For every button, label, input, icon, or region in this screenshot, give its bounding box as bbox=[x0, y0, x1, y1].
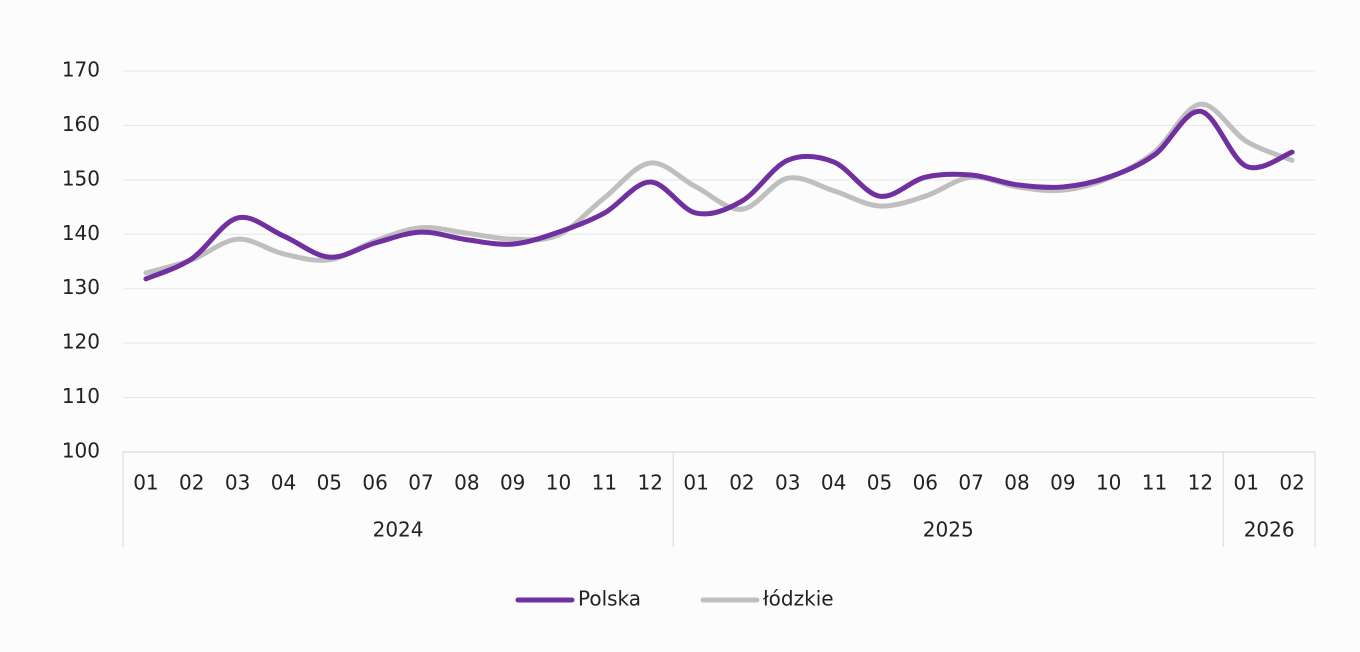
x-tick-label: 10 bbox=[546, 471, 571, 495]
x-tick-label: 07 bbox=[958, 471, 983, 495]
legend-label: Polska bbox=[578, 587, 641, 611]
x-tick-label: 08 bbox=[1004, 471, 1029, 495]
y-tick-label: 130 bbox=[62, 275, 100, 299]
series-line bbox=[143, 101, 1295, 276]
x-tick-label: 01 bbox=[133, 471, 158, 495]
x-tick-label: 03 bbox=[775, 471, 800, 495]
x-tick-label: 11 bbox=[592, 471, 617, 495]
y-tick-label: 150 bbox=[62, 166, 100, 190]
x-tick-label: 12 bbox=[1188, 471, 1213, 495]
x-tick-label: 04 bbox=[271, 471, 296, 495]
x-tick-label: 08 bbox=[454, 471, 479, 495]
x-group-label: 2026 bbox=[1244, 518, 1295, 542]
x-group-label: 2024 bbox=[373, 518, 424, 542]
x-tick-label: 09 bbox=[1050, 471, 1075, 495]
y-tick-label: 170 bbox=[62, 58, 100, 82]
x-tick-label: 02 bbox=[729, 471, 754, 495]
x-tick-label: 06 bbox=[362, 471, 387, 495]
x-tick-label: 10 bbox=[1096, 471, 1121, 495]
x-tick-label: 09 bbox=[500, 471, 525, 495]
x-tick-label: 01 bbox=[683, 471, 708, 495]
y-tick-label: 120 bbox=[62, 330, 100, 354]
x-tick-label: 01 bbox=[1234, 471, 1259, 495]
y-tick-label: 100 bbox=[62, 439, 100, 463]
x-tick-label: 12 bbox=[638, 471, 663, 495]
y-tick-label: 140 bbox=[62, 221, 100, 245]
x-tick-label: 02 bbox=[179, 471, 204, 495]
x-tick-label: 07 bbox=[408, 471, 433, 495]
y-tick-label: 160 bbox=[62, 112, 100, 136]
x-tick-label: 11 bbox=[1142, 471, 1167, 495]
legend-label: łódzkie bbox=[763, 587, 834, 611]
x-tick-label: 05 bbox=[867, 471, 892, 495]
series-line bbox=[143, 108, 1295, 282]
x-tick-label: 04 bbox=[821, 471, 846, 495]
x-group-label: 2025 bbox=[923, 518, 974, 542]
x-tick-label: 03 bbox=[225, 471, 250, 495]
x-tick-label: 02 bbox=[1279, 471, 1304, 495]
x-tick-label: 06 bbox=[913, 471, 938, 495]
x-tick-label: 05 bbox=[317, 471, 342, 495]
y-tick-label: 110 bbox=[62, 384, 100, 408]
